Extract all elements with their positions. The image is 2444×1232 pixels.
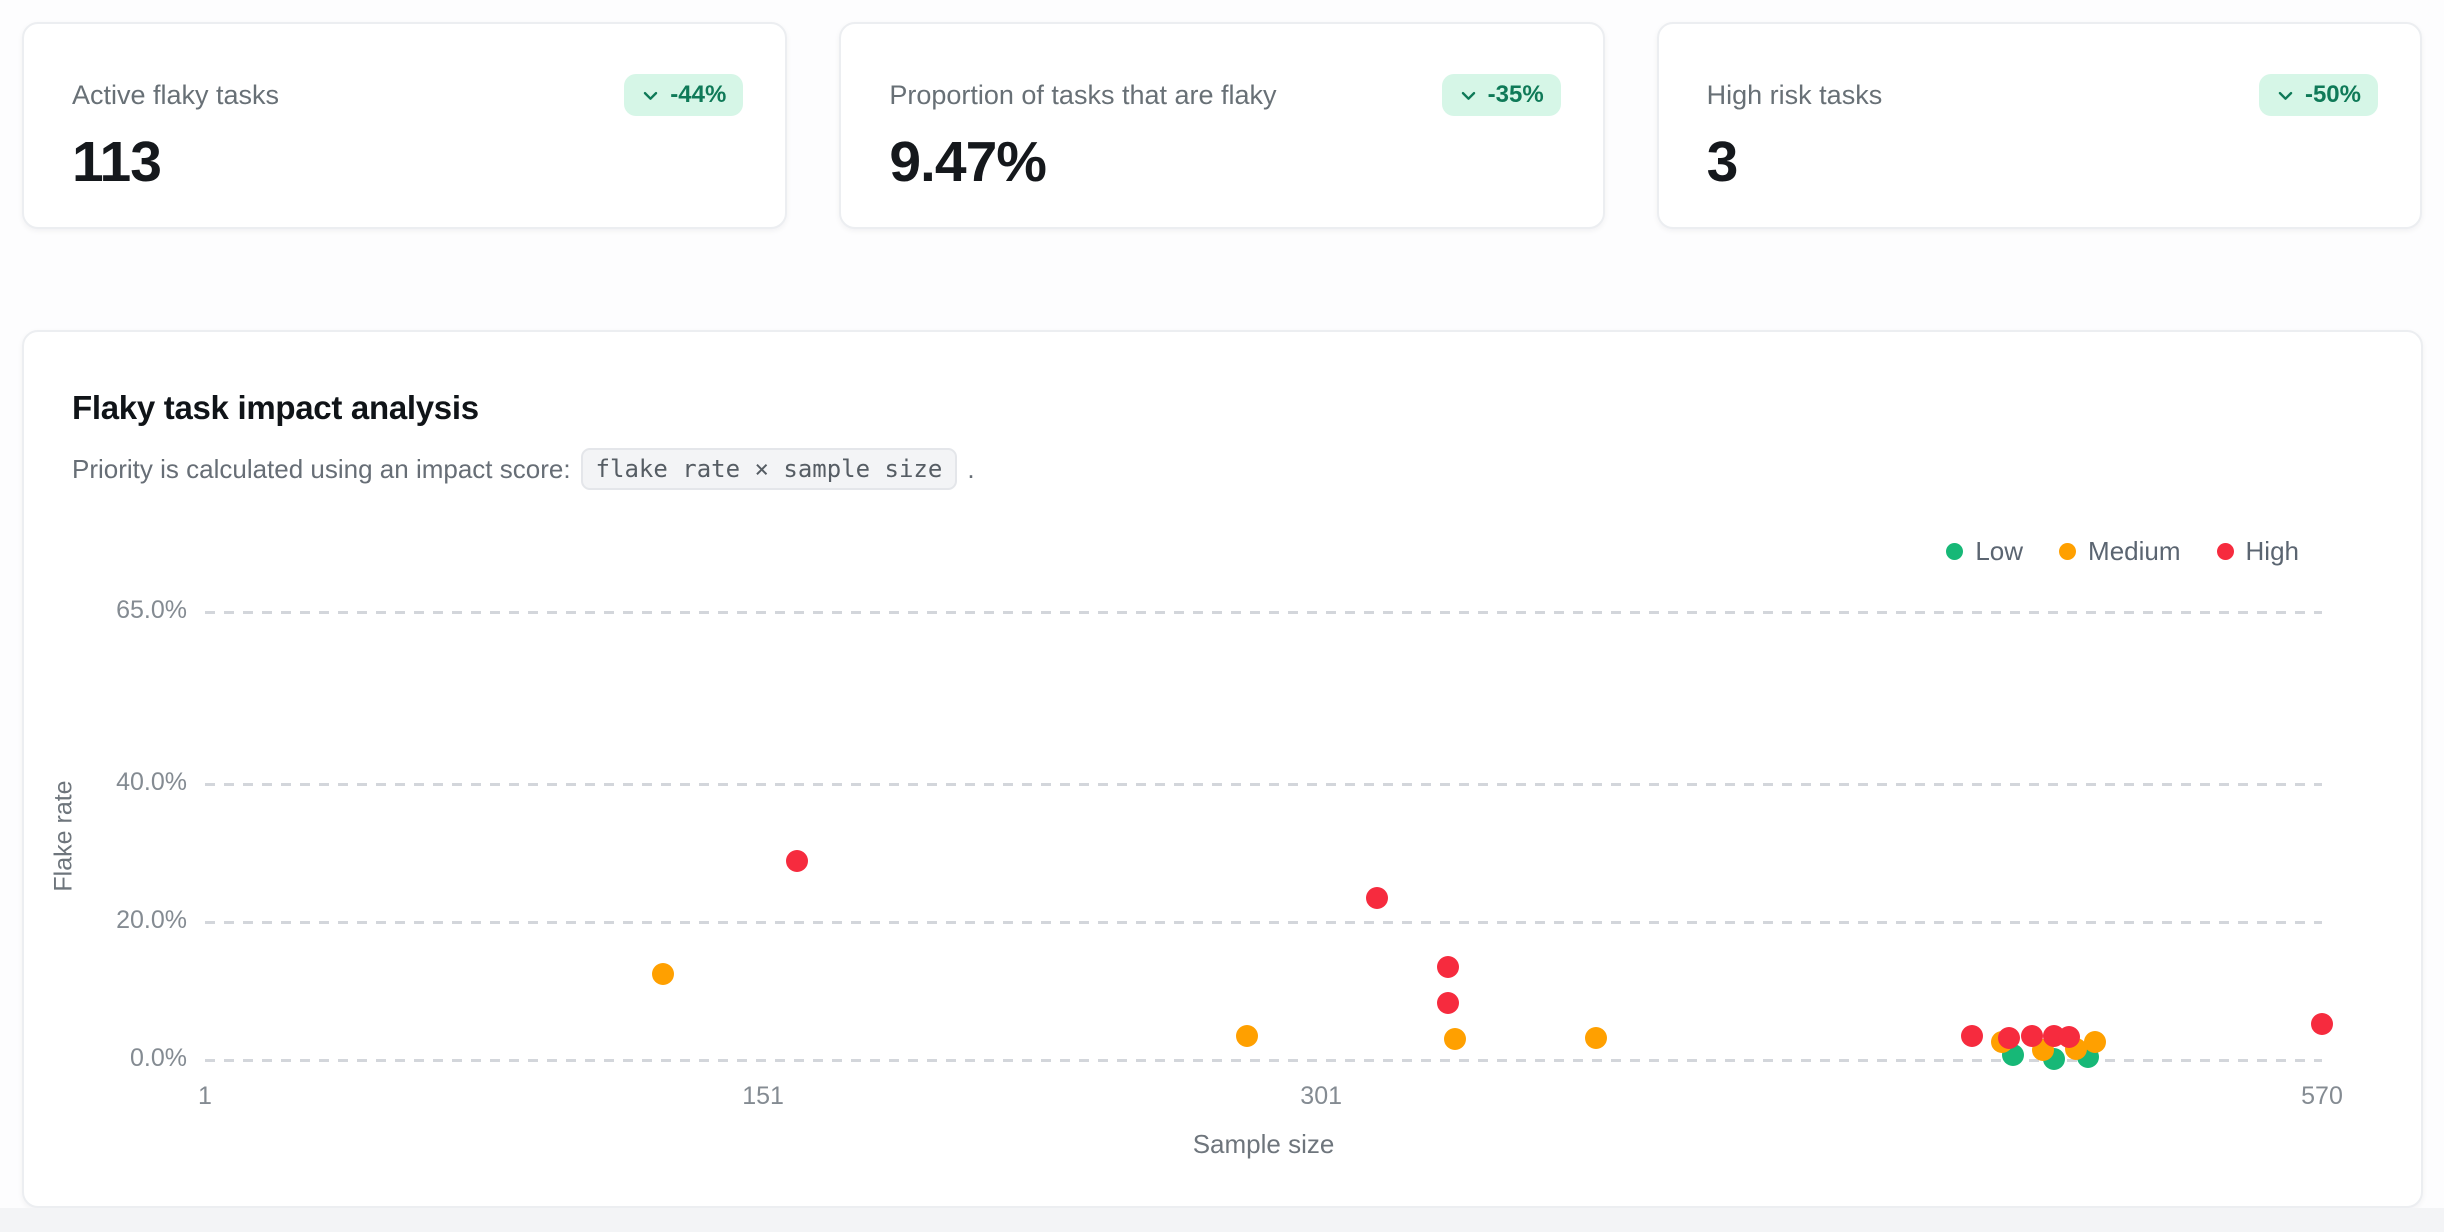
stat-card-header: High risk tasks -50% bbox=[1707, 74, 2378, 116]
stat-value: 113 bbox=[72, 130, 162, 194]
stat-value: 3 bbox=[1706, 130, 1739, 194]
trend-badge: -44% bbox=[624, 74, 744, 116]
y-axis-title: Flake rate bbox=[49, 780, 78, 892]
scatter-point-high[interactable] bbox=[1436, 955, 1459, 978]
impact-score-formula-chip: flake rate × sample size bbox=[580, 448, 958, 490]
chart-subtitle: Priority is calculated using an impact s… bbox=[72, 448, 975, 490]
x-tick-label: 151 bbox=[742, 1082, 784, 1110]
trend-badge: -35% bbox=[1441, 74, 1561, 116]
scatter-point-medium[interactable] bbox=[1444, 1028, 1467, 1051]
scatter-point-medium[interactable] bbox=[1585, 1026, 1608, 1049]
y-gridline bbox=[205, 1058, 2322, 1062]
scatter-plot: 65.0% 40.0% 20.0% 0.0% 1 151 301 570 bbox=[116, 596, 2343, 1110]
legend-item-medium[interactable]: Medium bbox=[2059, 536, 2181, 567]
stat-card-flaky-proportion: Proportion of tasks that are flaky -35% … bbox=[839, 22, 1605, 229]
chevron-down-icon bbox=[641, 86, 660, 105]
chevron-down-icon bbox=[2276, 86, 2295, 105]
y-tick-label: 0.0% bbox=[130, 1044, 187, 1072]
scatter-point-high[interactable] bbox=[2020, 1024, 2043, 1047]
scatter-point-high[interactable] bbox=[1436, 991, 1459, 1014]
scatter-point-high[interactable] bbox=[1998, 1026, 2021, 1049]
chart-subtitle-period: . bbox=[967, 453, 975, 484]
legend-item-low[interactable]: Low bbox=[1946, 536, 2023, 567]
y-gridline bbox=[205, 920, 2322, 924]
scatter-point-medium[interactable] bbox=[651, 962, 674, 985]
chevron-down-icon bbox=[1459, 86, 1478, 105]
x-axis-title: Sample size bbox=[1192, 1129, 1335, 1159]
page-bottom-strip bbox=[0, 1208, 2444, 1232]
y-tick-label: 40.0% bbox=[116, 768, 187, 797]
legend-item-high[interactable]: High bbox=[2216, 536, 2299, 567]
legend-dot-icon bbox=[2059, 543, 2077, 560]
scatter-point-medium[interactable] bbox=[2084, 1031, 2107, 1054]
stat-card-header: Proportion of tasks that are flaky -35% bbox=[889, 74, 1561, 116]
stat-card-active-flaky-tasks: Active flaky tasks -44% 113 bbox=[22, 22, 788, 229]
stats-row: Active flaky tasks -44% 113 Proportion o… bbox=[22, 22, 2422, 229]
stat-card-high-risk-tasks: High risk tasks -50% 3 bbox=[1656, 22, 2422, 229]
stat-label: High risk tasks bbox=[1706, 79, 1883, 110]
scatter-point-high[interactable] bbox=[2058, 1026, 2080, 1049]
chart-legend: Low Medium High bbox=[1946, 536, 2299, 567]
x-tick-label: 1 bbox=[198, 1082, 212, 1110]
legend-label: Low bbox=[1975, 536, 2024, 566]
x-tick-label: 301 bbox=[1300, 1082, 1343, 1110]
legend-dot-icon bbox=[1946, 543, 1964, 560]
scatter-point-high[interactable] bbox=[1961, 1024, 1984, 1047]
chart-title: Flaky task impact analysis bbox=[72, 389, 479, 426]
trend-badge-value: -35% bbox=[1487, 81, 1544, 108]
legend-label: High bbox=[2245, 536, 2299, 566]
x-tick-label: 570 bbox=[2301, 1082, 2343, 1110]
y-tick-label: 65.0% bbox=[116, 596, 187, 624]
stat-card-header: Active flaky tasks -44% bbox=[72, 74, 744, 116]
scatter-point-high[interactable] bbox=[1365, 887, 1388, 910]
legend-label: Medium bbox=[2088, 536, 2181, 566]
scatter-point-high[interactable] bbox=[785, 849, 808, 872]
chart-subtitle-text: Priority is calculated using an impact s… bbox=[72, 453, 571, 484]
scatter-point-high[interactable] bbox=[2311, 1013, 2333, 1036]
legend-dot-icon bbox=[2216, 543, 2234, 560]
trend-badge-value: -50% bbox=[2304, 81, 2361, 108]
y-gridline bbox=[205, 782, 2322, 786]
trend-badge: -50% bbox=[2258, 74, 2378, 116]
trend-badge-value: -44% bbox=[670, 81, 727, 108]
y-gridline bbox=[205, 610, 2322, 614]
scatter-point-medium[interactable] bbox=[1235, 1024, 1258, 1047]
stat-value: 9.47% bbox=[889, 130, 1047, 194]
stat-label: Proportion of tasks that are flaky bbox=[889, 79, 1277, 110]
y-tick-label: 20.0% bbox=[116, 906, 187, 935]
stat-label: Active flaky tasks bbox=[72, 79, 280, 110]
chart-card: Flaky task impact analysis Priority is c… bbox=[22, 330, 2423, 1208]
